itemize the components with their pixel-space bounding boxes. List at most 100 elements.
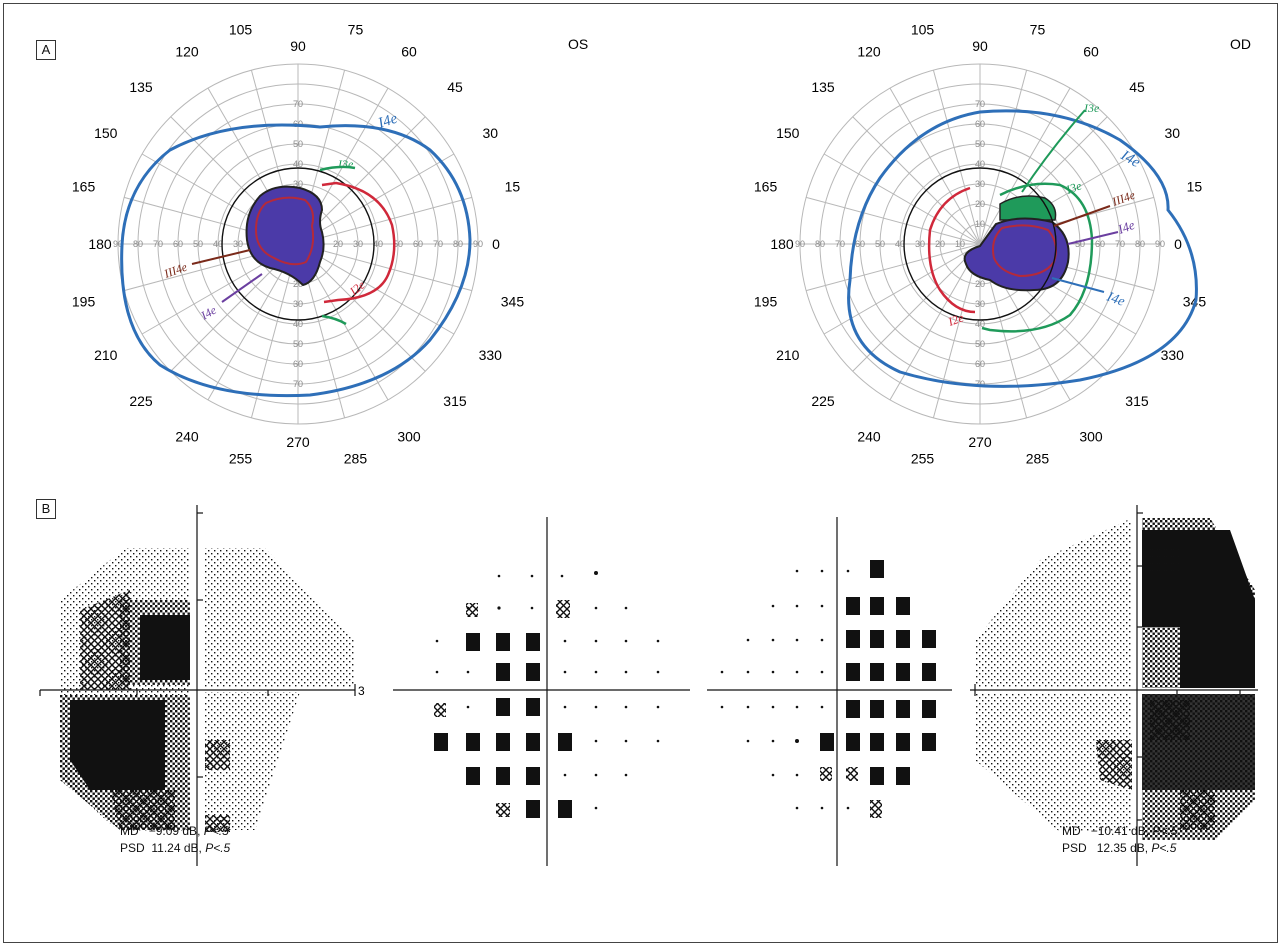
scotoma-rim-left — [254, 196, 315, 266]
meridian-label-15: 15 — [505, 179, 521, 195]
grid-meridian — [932, 70, 981, 245]
ring-label: 40 — [213, 239, 223, 249]
psd-label-left: PSD — [120, 841, 145, 855]
ring-label: 30 — [233, 239, 243, 249]
meridian-label-210: 210 — [776, 347, 800, 363]
ring-label: 30 — [975, 179, 985, 189]
psd-label-right: PSD — [1062, 841, 1087, 855]
meridian-label-345: 345 — [501, 293, 525, 309]
meridian-label-75: 75 — [348, 22, 364, 38]
ring-label: 70 — [975, 379, 985, 389]
panel-a-tag: A — [36, 40, 56, 60]
stats-left: MD −9.09 dB, P<.5 PSD 11.24 dB, P<.5 — [120, 823, 230, 857]
md-label-left: MD — [120, 824, 139, 838]
ring-label: 70 — [1115, 239, 1125, 249]
green-cap-right — [999, 195, 1057, 221]
meridian-label-165: 165 — [72, 179, 96, 195]
meridian-label-300: 300 — [397, 428, 421, 444]
meridian-label-270: 270 — [286, 434, 310, 450]
ring-label: 80 — [133, 239, 143, 249]
isopter-i4e-left — [120, 123, 472, 398]
meridian-label-150: 150 — [94, 125, 118, 141]
ring-label: 40 — [975, 319, 985, 329]
meridian-label-225: 225 — [129, 393, 153, 409]
grid-meridian — [979, 70, 1028, 245]
isopter-label-iii4e-left: III4e — [161, 259, 189, 281]
md-p-left: P<.5 — [203, 824, 229, 838]
isopter-label-i3e-right: I3e — [1063, 178, 1084, 197]
grid-meridian — [852, 243, 981, 372]
meridian-label-30: 30 — [1164, 125, 1180, 141]
isopter-i3e-left-lower — [321, 314, 347, 326]
ring-label: 60 — [1095, 239, 1105, 249]
meridian-label-90: 90 — [972, 38, 988, 54]
ring-label: 70 — [153, 239, 163, 249]
ring-label: 50 — [975, 339, 985, 349]
pointer-i4e-right-purple — [1067, 231, 1119, 245]
isopter-label-i4e-right-blue: I4e — [1104, 289, 1127, 310]
meridian-label-180: 180 — [770, 236, 794, 252]
meridian-label-180: 180 — [88, 236, 112, 252]
ring-label: 80 — [453, 239, 463, 249]
central-30-circle-right — [903, 167, 1057, 321]
meridian-label-60: 60 — [1083, 44, 1099, 60]
md-value-left: −9.09 dB, — [148, 824, 201, 838]
meridian-label-45: 45 — [447, 79, 463, 95]
ring-label: 30 — [353, 239, 363, 249]
meridian-label-165: 165 — [754, 179, 778, 195]
ring-label: 80 — [1135, 239, 1145, 249]
ring-label: 50 — [193, 239, 203, 249]
isopter-i4e-right — [847, 109, 1198, 388]
meridian-label-0: 0 — [492, 236, 500, 252]
grid-meridian — [823, 153, 981, 245]
eye-label-od: OD — [1230, 36, 1251, 52]
ring-label: 50 — [975, 139, 985, 149]
psd-p-right: P<.5 — [1151, 841, 1177, 855]
meridian-label-0: 0 — [1174, 236, 1182, 252]
deviation-map-left — [434, 571, 660, 818]
ring-label: 90 — [795, 239, 805, 249]
pointer-i4e-left — [221, 273, 263, 303]
grid-meridian — [806, 243, 981, 292]
grid-meridian — [806, 196, 981, 245]
goldmann-meridian-labels-left: 0 15 30 45 60 75 90 105 120 135 150 165 180 195 210 225… — [72, 22, 524, 467]
scotoma-rim-right — [992, 224, 1057, 278]
ring-label: 90 — [473, 239, 483, 249]
ring-label: 40 — [895, 239, 905, 249]
meridian-label-15: 15 — [1187, 179, 1203, 195]
meridian-label-240: 240 — [857, 428, 881, 444]
ring-label: 30 — [975, 299, 985, 309]
ring-label: 50 — [293, 339, 303, 349]
ring-label: 60 — [173, 239, 183, 249]
meridian-label-255: 255 — [911, 450, 935, 466]
grayscale-map-left — [60, 548, 355, 832]
goldmann-chart-right: 1010101020202020303030304040404050505050… — [754, 22, 1251, 467]
ring-label: 70 — [293, 379, 303, 389]
psd-value-left: 11.24 dB, — [151, 841, 202, 855]
panel-b-tag: B — [36, 499, 56, 519]
ring-label: 60 — [975, 119, 985, 129]
meridian-label-300: 300 — [1079, 428, 1103, 444]
meridian-label-315: 315 — [1125, 393, 1149, 409]
eye-label-os: OS — [568, 36, 588, 52]
stats-right: MD −10.41 dB, P<.5 PSD 12.35 dB, P<.5 — [1062, 823, 1177, 857]
isopter-i2e-left — [321, 181, 396, 304]
ring-label: 60 — [975, 359, 985, 369]
ring-label: 20 — [975, 199, 985, 209]
ring-label: 50 — [1075, 239, 1085, 249]
grid-meridian — [297, 243, 472, 292]
central-30-circle-left — [221, 167, 375, 321]
ring-label: 60 — [293, 359, 303, 369]
meridian-label-105: 105 — [911, 22, 935, 38]
axis-end-label: 3 — [358, 684, 365, 698]
md-p-right: P<.5 — [1152, 824, 1178, 838]
meridian-label-120: 120 — [175, 44, 199, 60]
meridian-label-330: 330 — [479, 347, 503, 363]
grid-meridian — [297, 196, 472, 245]
goldmann-meridian-labels-right: 0 15 30 45 60 75 90 105 120 135 150 165 180 195 210 225… — [754, 22, 1206, 467]
isopter-label-i4e-right-purple: I4e — [1115, 217, 1137, 237]
psd-p-left: P<.5 — [205, 841, 231, 855]
ring-label: 10 — [975, 219, 985, 229]
goldmann-chart-left: 1010101020202020303030304040404050505050… — [72, 22, 588, 467]
